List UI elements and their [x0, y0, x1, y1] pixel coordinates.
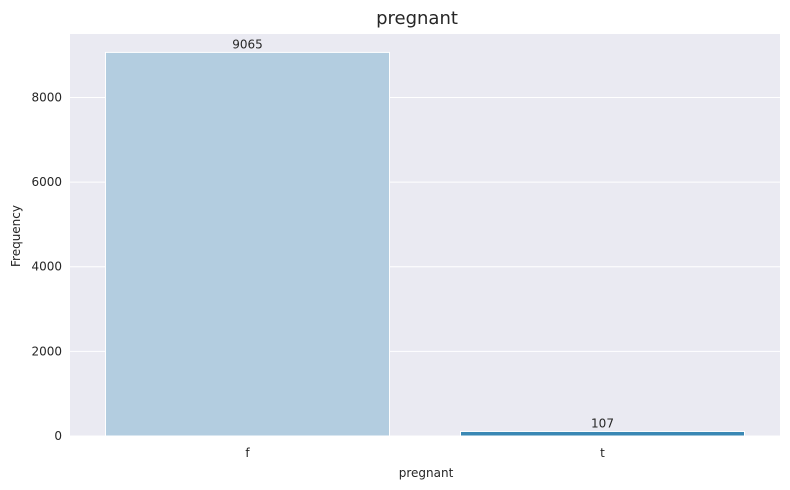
- x-axis-label: pregnant: [399, 466, 454, 480]
- bar-t: [460, 430, 745, 437]
- y-axis-ticks: 0 2000 4000 6000 8000: [31, 90, 62, 443]
- y-tick-label: 0: [54, 429, 62, 443]
- data-label: 107: [591, 416, 614, 430]
- bar-f: [105, 51, 390, 437]
- y-tick-label: 8000: [31, 90, 62, 104]
- y-axis-label: Frequency: [9, 205, 23, 267]
- x-tick-label: t: [600, 446, 605, 460]
- y-tick-label: 4000: [31, 260, 62, 274]
- data-labels: 9065 107: [232, 37, 614, 430]
- bars: [105, 51, 745, 437]
- chart-title: pregnant: [376, 8, 458, 29]
- y-tick-label: 2000: [31, 344, 62, 358]
- data-label: 9065: [232, 37, 263, 51]
- x-tick-label: f: [245, 446, 250, 460]
- y-tick-label: 6000: [31, 175, 62, 189]
